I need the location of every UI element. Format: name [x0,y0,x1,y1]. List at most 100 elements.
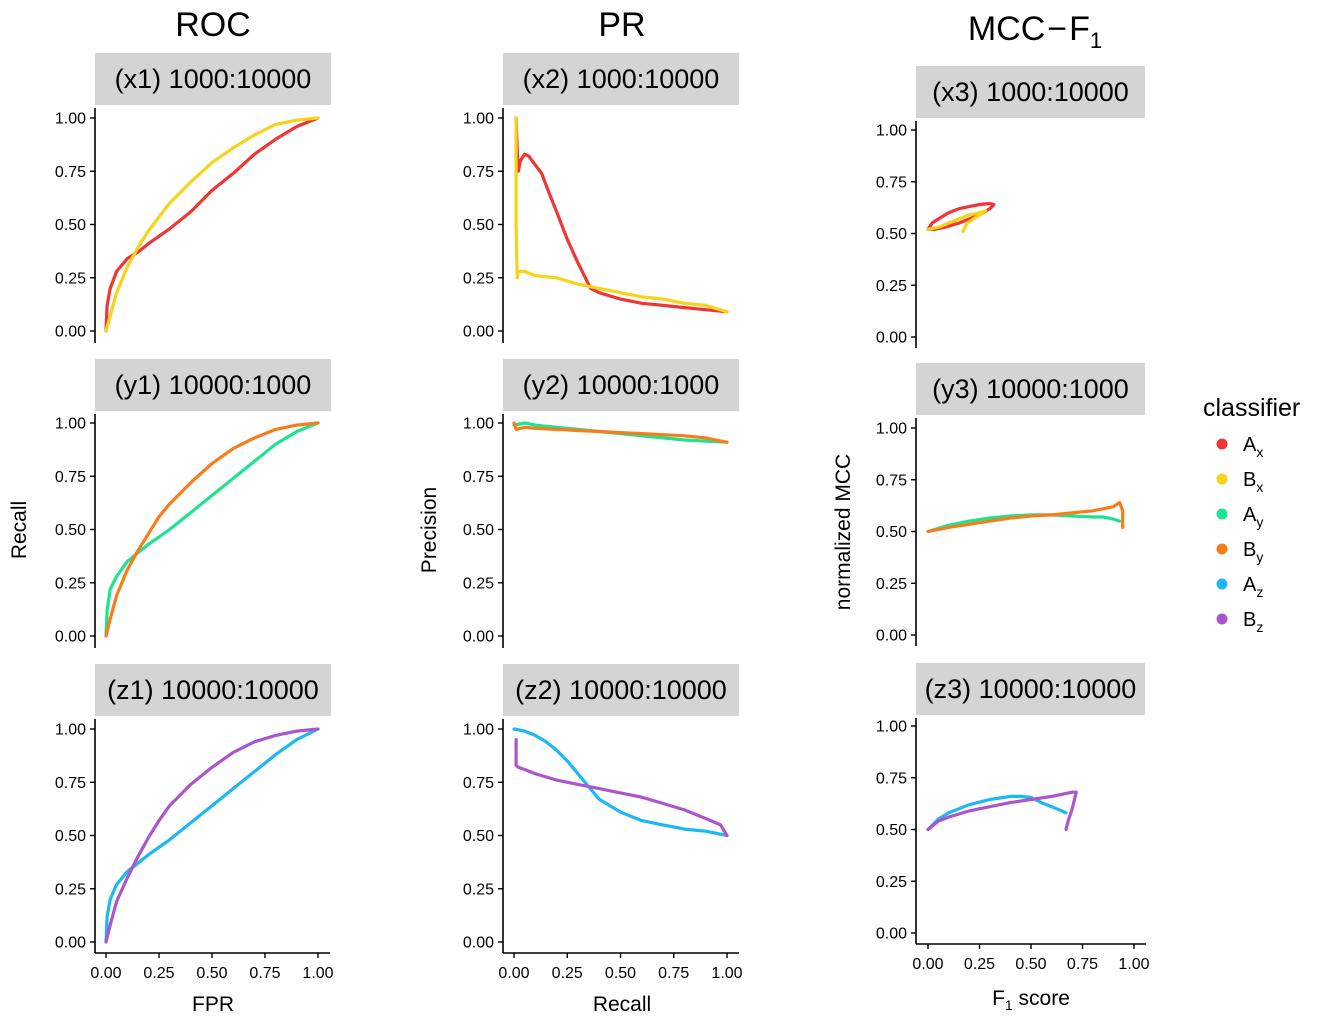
panel-strip-label-x1: (x1) 1000:10000 [115,64,312,94]
panel-strip-label-y2: (y2) 10000:1000 [523,370,720,400]
legend-key [1216,508,1228,520]
panel-strip-x1 [95,53,331,105]
x-tick-label-z1: 0.25 [143,965,174,982]
panel-strip-label-z3: (z3) 10000:10000 [925,674,1137,704]
y-tick-label-z2: 0.25 [463,881,494,898]
series-line-z1-1 [104,727,320,944]
panel-y3: (y3) 10000:1000 0.00 0.25 0.50 0.75 1.00 [876,363,1145,646]
legend-key [1216,578,1228,590]
y-tick-label-z3: 1.00 [876,719,907,736]
series-line-x2-1 [514,116,729,314]
y-tick-label-z2: 1.00 [463,722,494,739]
y-tick-label-z3: 0.00 [876,926,907,943]
series-line-z2-0 [512,727,729,838]
y-tick-label-x2: 0.75 [463,164,494,181]
series-line-y2-1 [512,421,729,444]
legend-label: Ax [1243,434,1263,460]
y-tick-label-y2: 0.75 [463,469,494,486]
panel-x3: (x3) 1000:10000 0.00 0.25 0.50 0.75 1.00 [876,66,1145,348]
x-tick-label-z1: 0.50 [196,965,227,982]
legend-key [1216,613,1228,625]
x-tick-label-z3: 0.25 [964,956,995,973]
x-tick-label-z1: 0.75 [249,965,280,982]
y-tick-label-y1: 0.75 [55,469,86,486]
panel-z1: (z1) 10000:10000 0.00 0.25 0.50 0.75 1.00 0.00… [55,664,334,982]
series-line-y1-1 [104,421,320,638]
x-tick-label-z2: 0.75 [658,965,689,982]
series-line-x3-1 [926,209,988,233]
panel-strip-x3 [916,66,1145,118]
legend-label: By [1243,539,1263,565]
x-tick-label-z1: 1.00 [302,965,333,982]
legend-item-bx: Bx [1216,469,1263,495]
panel-strip-y3 [916,363,1145,415]
legend-item-by: By [1216,539,1263,565]
y-tick-label-x3: 0.75 [876,174,907,191]
y-tick-label-y2: 0.25 [463,575,494,592]
legend-items: Ax Bx Ay By Az Bz [1216,434,1263,635]
series-line-z3-1 [926,790,1078,832]
y-tick-label-x3: 0.25 [876,278,907,295]
y-axis-title-normalized-mcc: normalized MCC [832,454,855,610]
x-tick-label-z3: 0.00 [912,956,943,973]
y-tick-label-y2: 0.50 [463,522,494,539]
y-tick-label-z1: 0.75 [55,775,86,792]
panel-strip-z1 [95,664,331,716]
panel-strip-label-z1: (z1) 10000:10000 [107,675,319,705]
panel-strip-label-x2: (x2) 1000:10000 [523,64,720,94]
y-tick-label-x2: 0.25 [463,270,494,287]
y-tick-label-z1: 1.00 [55,722,86,739]
panel-strip-label-y3: (y3) 10000:1000 [932,374,1129,404]
series-line-z3-0 [926,794,1068,832]
panel-strip-z3 [916,663,1145,715]
y-tick-label-x1: 0.75 [55,164,86,181]
panel-y2: (y2) 10000:1000 0.00 0.25 0.50 0.75 1.00 [463,359,739,648]
panel-strip-z2 [503,664,739,716]
y-tick-label-y1: 1.00 [55,416,86,433]
panel-strip-y2 [503,359,739,411]
y-tick-label-y3: 0.00 [876,628,907,645]
y-tick-label-x3: 0.00 [876,330,907,347]
panel-strip-label-y1: (y1) 10000:1000 [115,370,312,400]
y-tick-label-z3: 0.25 [876,874,907,891]
y-axis-title-recall: Recall [8,501,31,559]
x-tick-label-z2: 0.00 [498,965,529,982]
legend-title: classifier [1203,394,1300,422]
legend-label: Ay [1243,504,1263,530]
legend-key [1216,473,1228,485]
x-tick-label-z2: 0.25 [552,965,583,982]
column-title-pr: PR [598,6,645,44]
panel-z2: (z2) 10000:10000 0.00 0.25 0.50 0.75 1.00 0.00… [463,664,743,982]
x-tick-label-z3: 1.00 [1118,956,1149,973]
y-tick-label-y3: 1.00 [876,421,907,438]
panel-y1: (y1) 10000:1000 0.00 0.25 0.50 0.75 1.00 [55,359,331,648]
y-tick-label-x1: 0.00 [55,324,86,341]
panel-strip-label-z2: (z2) 10000:10000 [515,675,727,705]
y-tick-label-x1: 0.50 [55,217,86,234]
panel-strip-y1 [95,359,331,411]
series-line-x3-0 [926,201,996,231]
y-tick-label-y1: 0.25 [55,575,86,592]
y-tick-label-x1: 1.00 [55,111,86,128]
x-tick-label-z1: 0.00 [90,965,121,982]
x-axis-title-f1-score: F1 score [992,987,1070,1013]
y-tick-label-z3: 0.50 [876,822,907,839]
y-tick-label-y1: 0.50 [55,522,86,539]
series-line-z1-0 [104,727,320,944]
y-tick-label-y2: 1.00 [463,416,494,433]
legend-item-ax: Ax [1216,434,1263,460]
legend-label: Bz [1243,609,1263,635]
panel-x2: (x2) 1000:10000 0.00 0.25 0.50 0.75 1.00 [463,53,739,343]
legend-item-ay: Ay [1216,504,1263,530]
x-axis-title-recall: Recall [593,993,651,1016]
series-line-z2-1 [514,738,729,838]
panel-x1: (x1) 1000:10000 0.00 0.25 0.50 0.75 1.00 [55,53,331,343]
y-tick-label-y3: 0.25 [876,576,907,593]
legend-label: Az [1243,574,1263,600]
series-line-x1-0 [104,116,320,333]
column-title-roc: ROC [175,6,251,44]
y-axis-title-precision: Precision [418,487,441,573]
x-tick-label-z2: 1.00 [711,965,742,982]
panel-strip-label-x3: (x3) 1000:10000 [932,77,1129,107]
y-tick-label-x2: 0.50 [463,217,494,234]
